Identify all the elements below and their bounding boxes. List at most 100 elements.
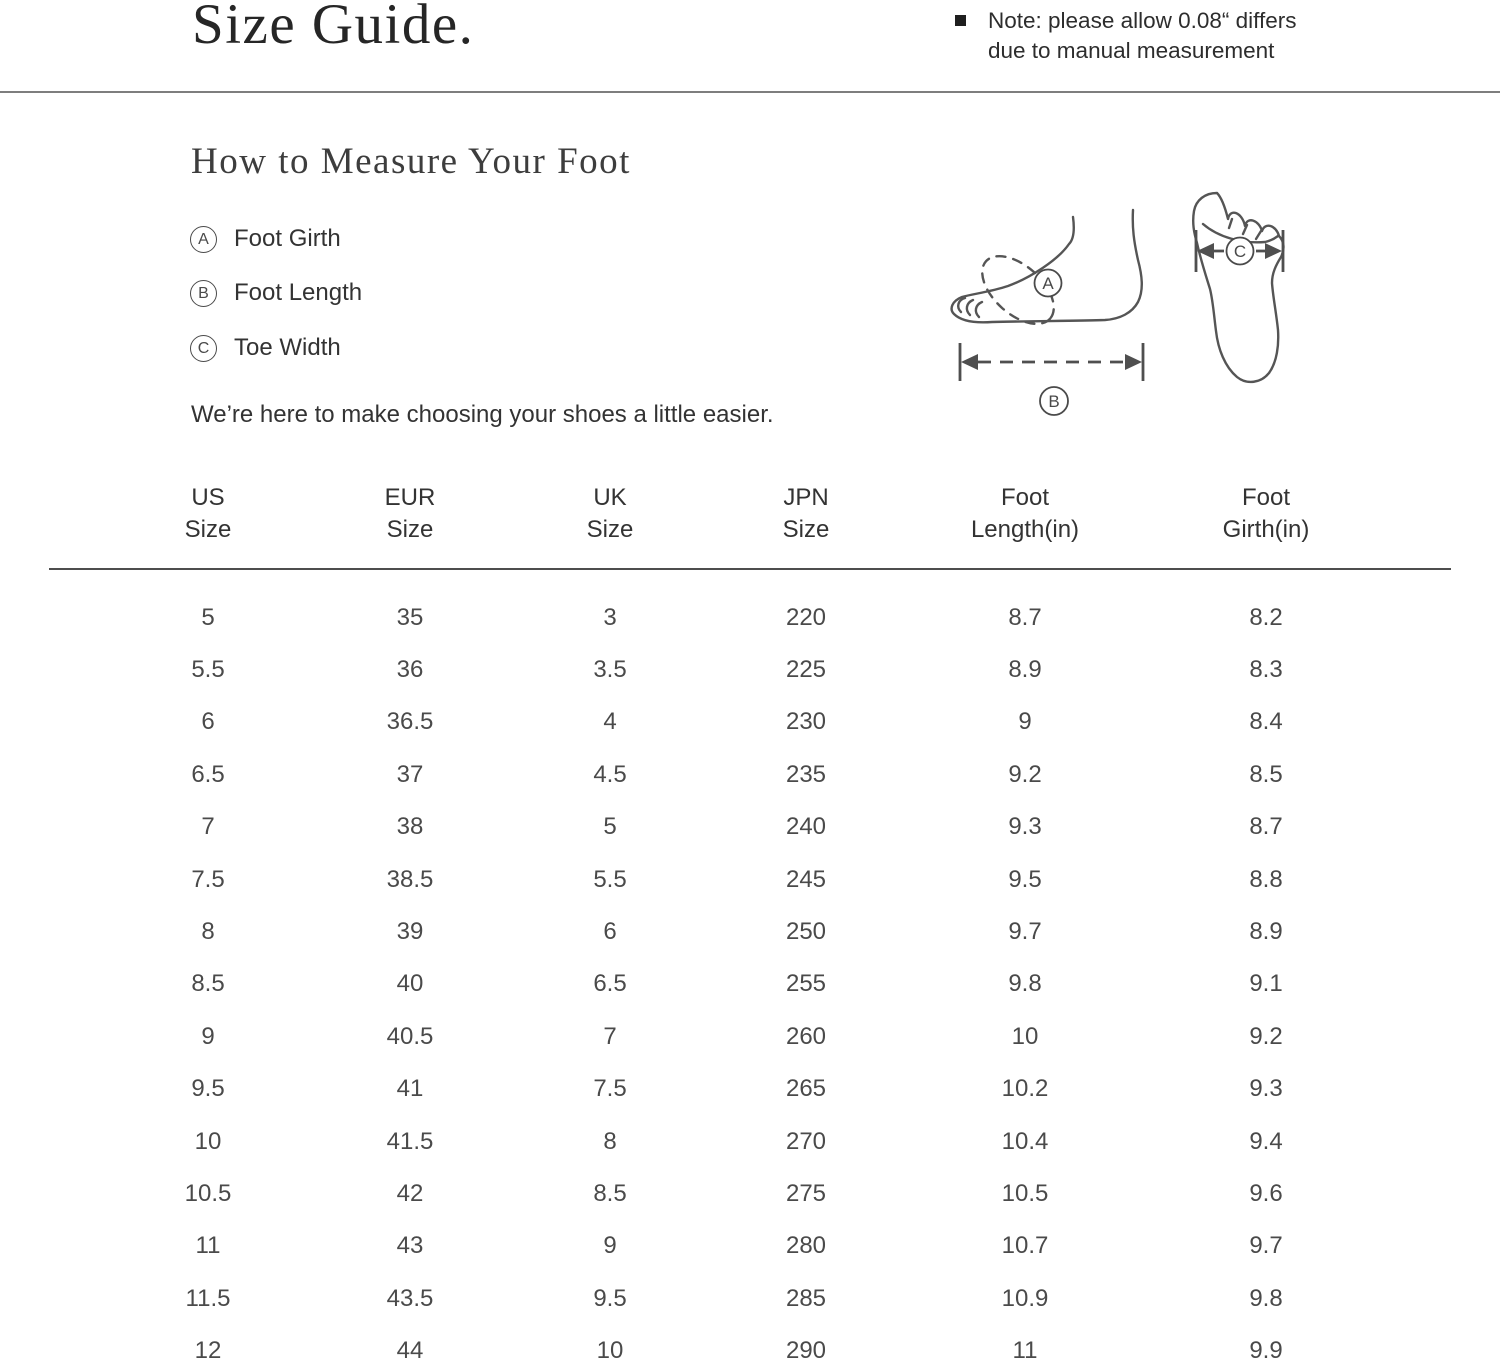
table-cell: 8.9: [1008, 655, 1042, 683]
table-cell: 7.5: [593, 1075, 627, 1103]
table-cell: 9.2: [1008, 760, 1042, 788]
table-cell: 10: [194, 1127, 222, 1155]
measurement-note: Note: please allow 0.08“ differs due to …: [955, 6, 1297, 65]
table-cell: 9.2: [1249, 1022, 1283, 1050]
table-cell: 41.5: [386, 1127, 434, 1155]
table-cell: 6.5: [593, 970, 627, 998]
table-cell: 36: [396, 655, 424, 683]
table-cell: 9.1: [1249, 970, 1283, 998]
toe-width-arrow: C: [1194, 230, 1285, 272]
circled-letter-c-icon: C: [190, 334, 217, 362]
diagram-label-b: B: [1048, 392, 1059, 411]
table-header-divider: [49, 568, 1451, 570]
table-cell: 8.2: [1249, 603, 1283, 631]
table-cell: 8.7: [1249, 813, 1283, 841]
table-cell: 37: [396, 760, 424, 788]
table-cell: 9.6: [1249, 1179, 1283, 1207]
table-cell: 9.4: [1249, 1127, 1283, 1155]
column-header: UK Size: [586, 484, 634, 543]
column-header: JPN Size: [782, 484, 830, 543]
column-header: EUR Size: [384, 484, 436, 543]
legend-item-foot-length: B Foot Length: [190, 279, 362, 307]
table-cell: 8.7: [1008, 603, 1042, 631]
table-cell: 7: [603, 1022, 617, 1050]
table-cell: 6.5: [191, 760, 225, 788]
table-cell: 3.5: [593, 655, 627, 683]
table-cell: 245: [785, 865, 827, 893]
table-cell: 5.5: [593, 865, 627, 893]
table-cell: 255: [785, 970, 827, 998]
legend-label: Foot Girth: [234, 225, 341, 252]
table-cell: 9.3: [1008, 813, 1042, 841]
page-title: Size Guide.: [192, 0, 475, 56]
table-cell: 11: [1012, 1337, 1038, 1365]
diagram-label-a: A: [1042, 274, 1054, 293]
table-cell: 10: [596, 1337, 624, 1365]
table-cell: 250: [785, 917, 827, 945]
table-cell: 40.5: [386, 1022, 434, 1050]
table-cell: 5.5: [191, 655, 225, 683]
table-cell: 280: [785, 1232, 827, 1260]
table-cell: 9.8: [1249, 1284, 1283, 1312]
table-cell: 35: [396, 603, 424, 631]
table-cell: 10.2: [1001, 1075, 1049, 1103]
circled-letter-b-icon: B: [190, 279, 217, 307]
table-cell: 4: [603, 708, 617, 736]
table-cell: 9.7: [1008, 917, 1042, 945]
table-cell: 260: [785, 1022, 827, 1050]
foot-side-view-sketch: A: [950, 208, 1143, 326]
table-cell: 285: [785, 1284, 827, 1312]
table-cell: 11.5: [185, 1284, 231, 1312]
tagline: We’re here to make choosing your shoes a…: [191, 401, 774, 428]
table-cell: 9: [603, 1232, 617, 1260]
table-cell: 8: [603, 1127, 617, 1155]
table-cell: 44: [396, 1337, 424, 1365]
legend-item-toe-width: C Toe Width: [190, 334, 341, 362]
table-cell: 38.5: [386, 865, 434, 893]
foot-measurement-diagram: A B C: [950, 191, 1285, 416]
table-cell: 6: [201, 708, 215, 736]
table-cell: 10.7: [1001, 1232, 1049, 1260]
table-cell: 9.7: [1249, 1232, 1283, 1260]
table-cell: 12: [194, 1337, 222, 1365]
table-cell: 40: [396, 970, 424, 998]
foot-length-arrow: B: [958, 343, 1145, 416]
table-cell: 8.5: [191, 970, 225, 998]
table-cell: 7.5: [191, 865, 225, 893]
section-heading: How to Measure Your Foot: [191, 141, 631, 182]
table-cell: 11: [195, 1232, 221, 1260]
table-cell: 9.5: [191, 1075, 225, 1103]
table-cell: 270: [785, 1127, 827, 1155]
table-cell: 8.9: [1249, 917, 1283, 945]
table-cell: 10: [1011, 1022, 1039, 1050]
table-cell: 8: [201, 917, 215, 945]
table-cell: 220: [785, 603, 827, 631]
table-cell: 7: [201, 813, 215, 841]
table-cell: 8.5: [593, 1179, 627, 1207]
table-cell: 10.5: [1001, 1179, 1049, 1207]
table-cell: 10.5: [184, 1179, 232, 1207]
table-cell: 240: [785, 813, 827, 841]
table-cell: 9.3: [1249, 1075, 1283, 1103]
circled-letter-a-icon: A: [190, 225, 217, 253]
footprint-sketch: [1192, 191, 1285, 384]
table-cell: 8.4: [1249, 708, 1283, 736]
header-divider: [0, 91, 1500, 93]
table-cell: 4.5: [593, 760, 627, 788]
table-cell: 9.8: [1008, 970, 1042, 998]
table-cell: 9: [1018, 708, 1032, 736]
table-cell: 10.4: [1001, 1127, 1049, 1155]
column-header: Foot Girth(in): [1222, 484, 1310, 543]
note-line-1: Note: please allow 0.08“ differs: [988, 8, 1297, 33]
table-cell: 225: [785, 655, 827, 683]
table-cell: 8.8: [1249, 865, 1283, 893]
table-cell: 6: [603, 917, 617, 945]
table-cell: 42: [396, 1179, 424, 1207]
table-cell: 5: [201, 603, 215, 631]
table-cell: 39: [396, 917, 424, 945]
note-line-2: due to manual measurement: [988, 37, 1275, 63]
table-cell: 8.5: [1249, 760, 1283, 788]
table-cell: 9.5: [593, 1284, 627, 1312]
table-cell: 9.5: [1008, 865, 1042, 893]
table-cell: 10.9: [1001, 1284, 1049, 1312]
